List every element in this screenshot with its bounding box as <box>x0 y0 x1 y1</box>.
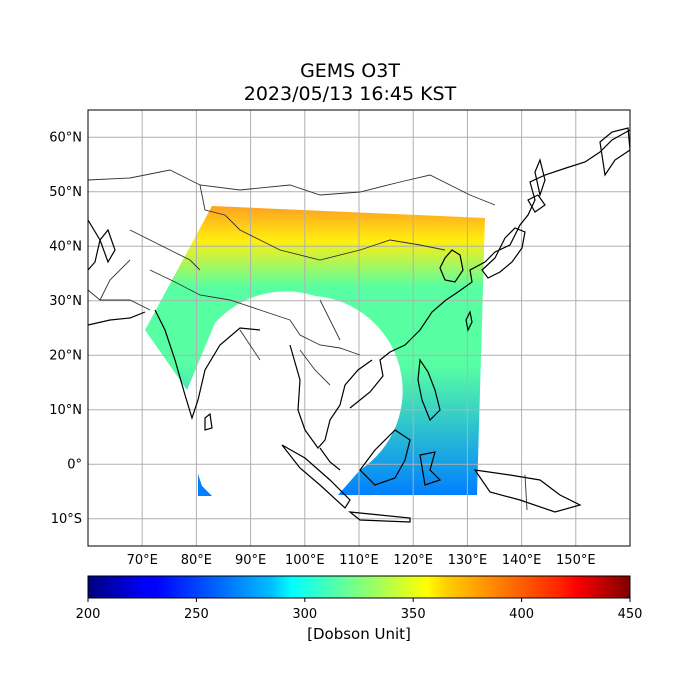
lat-tick-label: 60°N <box>49 130 82 145</box>
coast-newguinea <box>473 469 582 513</box>
coast-philippines <box>417 358 441 422</box>
colorbar-tick-label: 400 <box>509 607 534 622</box>
coast-persian <box>88 311 146 326</box>
coast-malay <box>319 447 341 471</box>
country-borders <box>88 169 528 511</box>
map-subtitle: 2023/05/13 16:45 KST <box>243 83 457 105</box>
colorbar <box>87 575 631 599</box>
coast-java <box>348 511 411 523</box>
coast-korea <box>439 249 464 283</box>
lon-tick-label: 150°E <box>556 553 596 568</box>
coast-sumatra <box>281 444 351 509</box>
coast-indochina <box>289 344 373 449</box>
ozone-swath-fragment <box>198 474 212 496</box>
colorbar-label: [Dobson Unit] <box>307 625 411 643</box>
coast-srilanka <box>204 412 213 431</box>
coast-hokkaido <box>527 194 546 213</box>
lon-tick-label: 110°E <box>339 553 379 568</box>
lon-tick-label: 140°E <box>502 553 542 568</box>
lat-tick-label: 50°N <box>49 185 82 200</box>
coast-asia-east <box>349 129 630 409</box>
lat-tick-label: 40°N <box>49 239 82 254</box>
ozone-swath <box>145 206 485 495</box>
colorbar-tick-label: 350 <box>401 607 426 622</box>
map-frame <box>87 109 631 547</box>
map-title: GEMS O3T <box>300 60 400 82</box>
coast-japan <box>481 227 526 279</box>
lon-tick-label: 100°E <box>285 553 325 568</box>
lon-tick-label: 120°E <box>393 553 433 568</box>
lon-tick-labels: 70°E 80°E 90°E 100°E 110°E 120°E 130°E 140°E 150… <box>127 553 596 568</box>
colorbar-tick-label: 300 <box>292 607 317 622</box>
lat-tick-label: 10°N <box>49 403 82 418</box>
coast-kamchatka <box>599 127 630 177</box>
coast-india <box>154 309 261 420</box>
lon-tick-label: 80°E <box>181 553 212 568</box>
lat-tick-labels: 60°N 50°N 40°N 30°N 20°N 10°N 0° 10°S <box>49 130 82 527</box>
lon-tick-label: 90°E <box>235 553 266 568</box>
coast-caspian <box>99 228 116 264</box>
colorbar-tick-label: 200 <box>76 607 101 622</box>
map-gridlines <box>88 110 630 546</box>
lat-tick-label: 30°N <box>49 294 82 309</box>
lat-tick-label: 20°N <box>49 348 82 363</box>
coast-sakhalin <box>534 158 546 198</box>
coast-arabia <box>88 219 101 271</box>
coast-borneo <box>359 429 411 486</box>
coast-taiwan <box>465 310 473 332</box>
lat-tick-label: 10°S <box>51 512 82 527</box>
colorbar-tick-label: 450 <box>618 607 643 622</box>
colorbar-ticks: 200 250 300 350 400 450 <box>76 598 643 622</box>
coast-sulawesi <box>419 451 442 486</box>
colorbar-tick-label: 250 <box>184 607 209 622</box>
coastlines <box>88 127 630 523</box>
lat-tick-label: 0° <box>67 457 82 472</box>
lon-tick-label: 70°E <box>127 553 158 568</box>
lon-tick-label: 130°E <box>448 553 488 568</box>
